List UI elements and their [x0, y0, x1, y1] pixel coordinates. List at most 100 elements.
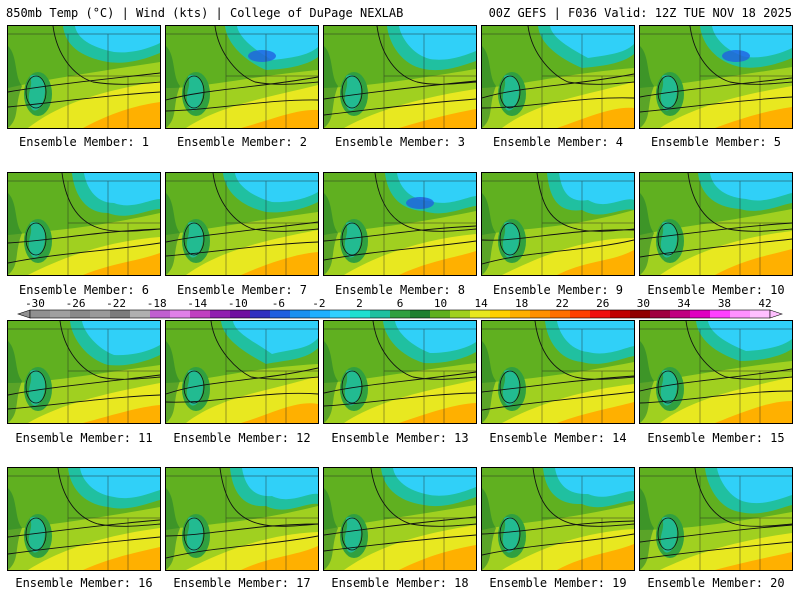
ensemble-member-label: Ensemble Member: 18: [331, 576, 469, 590]
ensemble-member-label: Ensemble Member: 19: [489, 576, 627, 590]
colorbar-swatch: [150, 310, 171, 318]
colorbar-swatch: [630, 310, 651, 318]
ensemble-map-panel: [639, 25, 793, 129]
colorbar-swatch: [190, 310, 211, 318]
colorbar-tick-label: 2: [356, 297, 363, 310]
ensemble-member-label: Ensemble Member: 13: [331, 431, 469, 445]
ensemble-member-label: Ensemble Member: 4: [492, 135, 624, 149]
colorbar-swatch: [130, 310, 151, 318]
map-title: 850mb Temp (°C) | Wind (kts) | College o…: [6, 6, 404, 20]
colorbar-swatch: [230, 310, 251, 318]
ensemble-map-panel: [165, 467, 319, 571]
colorbar-swatch: [350, 310, 371, 318]
ensemble-member-label: Ensemble Member: 8: [334, 283, 466, 297]
colorbar-tick-label: 6: [397, 297, 404, 310]
ensemble-map-panel: [323, 467, 477, 571]
ensemble-member-label: Ensemble Member: 7: [176, 283, 308, 297]
colorbar-tick-label: 26: [596, 297, 609, 310]
colorbar-swatch: [510, 310, 531, 318]
ensemble-map-panel: [481, 172, 635, 276]
ensemble-member-label: Ensemble Member: 9: [492, 283, 624, 297]
colorbar-tick-label: 14: [474, 297, 488, 310]
ensemble-member-label: Ensemble Member: 1: [18, 135, 150, 149]
ensemble-map-panel: [639, 467, 793, 571]
colorbar-tick-label: 42: [758, 297, 771, 310]
colorbar-swatch: [290, 310, 311, 318]
ensemble-map-panel: [7, 172, 161, 276]
colorbar-tick-label: 10: [434, 297, 447, 310]
colorbar-tick-label: 22: [556, 297, 569, 310]
ensemble-member-label: Ensemble Member: 2: [176, 135, 308, 149]
colorbar-tick-label: -30: [25, 297, 45, 310]
colorbar-swatch: [110, 310, 131, 318]
colorbar-swatch: [90, 310, 111, 318]
colorbar-swatch: [30, 310, 51, 318]
colorbar-swatch: [530, 310, 551, 318]
ensemble-map-panel: [639, 172, 793, 276]
colorbar-right-arrow: [769, 309, 783, 319]
ensemble-map-panel: [481, 25, 635, 129]
colorbar-tick-label: -2: [312, 297, 325, 310]
ensemble-map-panel: [7, 320, 161, 424]
ensemble-map-panel: [323, 320, 477, 424]
colorbar-swatch: [250, 310, 271, 318]
colorbar-swatch: [330, 310, 351, 318]
ensemble-map-panel: [481, 467, 635, 571]
ensemble-member-label: Ensemble Member: 3: [334, 135, 466, 149]
ensemble-map-panel: [7, 467, 161, 571]
colorbar-tick-label: -6: [272, 297, 285, 310]
colorbar-tick-label: -14: [187, 297, 207, 310]
colorbar-swatch: [650, 310, 671, 318]
colorbar-swatch: [70, 310, 91, 318]
colorbar-swatch: [410, 310, 431, 318]
colorbar-swatch: [430, 310, 451, 318]
temperature-colorbar: -30 -26 -22 -18 -14 -10 -6 -2 2 6 10 14 18 22 26 30 34 38…: [17, 297, 783, 319]
ensemble-map-panel: [165, 320, 319, 424]
colorbar-swatch: [750, 310, 771, 318]
colorbar-swatch: [690, 310, 711, 318]
colorbar-swatch: [490, 310, 511, 318]
colorbar-swatch: [730, 310, 751, 318]
colorbar-tick-label: -10: [228, 297, 248, 310]
colorbar-left-arrow: [17, 309, 31, 319]
ensemble-member-label: Ensemble Member: 15: [647, 431, 785, 445]
colorbar-tick-label: 30: [637, 297, 650, 310]
colorbar-swatch: [610, 310, 631, 318]
colorbar-swatch: [270, 310, 291, 318]
ensemble-member-label: Ensemble Member: 5: [650, 135, 782, 149]
ensemble-member-label: Ensemble Member: 17: [173, 576, 311, 590]
colorbar-swatch: [50, 310, 71, 318]
ensemble-member-label: Ensemble Member: 20: [647, 576, 785, 590]
colorbar-swatch: [450, 310, 471, 318]
ensemble-member-label: Ensemble Member: 6: [18, 283, 150, 297]
colorbar-tick-label: 38: [718, 297, 731, 310]
ensemble-map-panel: [323, 25, 477, 129]
colorbar-swatch: [210, 310, 231, 318]
ensemble-member-label: Ensemble Member: 12: [173, 431, 311, 445]
colorbar-swatch: [390, 310, 411, 318]
ensemble-map-panel: [481, 320, 635, 424]
colorbar-tick-label: -18: [147, 297, 167, 310]
ensemble-map-panel: [639, 320, 793, 424]
colorbar-swatch: [670, 310, 691, 318]
colorbar-swatch: [590, 310, 611, 318]
ensemble-map-panel: [165, 25, 319, 129]
colorbar-swatch: [470, 310, 491, 318]
ensemble-map-panel: [7, 25, 161, 129]
colorbar-swatch: [170, 310, 191, 318]
colorbar-swatch: [570, 310, 591, 318]
ensemble-member-label: Ensemble Member: 11: [15, 431, 153, 445]
ensemble-member-label: Ensemble Member: 14: [489, 431, 627, 445]
colorbar-swatch: [550, 310, 571, 318]
colorbar-tick-label: 18: [515, 297, 528, 310]
ensemble-map-panel: [323, 172, 477, 276]
ensemble-map-panel: [165, 172, 319, 276]
ensemble-member-label: Ensemble Member: 10: [647, 283, 785, 297]
ensemble-member-label: Ensemble Member: 16: [15, 576, 153, 590]
colorbar-swatch: [710, 310, 731, 318]
model-run-info: 00Z GEFS | F036 Valid: 12Z TUE NOV 18 20…: [488, 6, 792, 20]
colorbar-tick-label: -22: [106, 297, 126, 310]
colorbar-tick-label: -26: [66, 297, 86, 310]
colorbar-swatch: [310, 310, 331, 318]
colorbar-tick-label: 34: [677, 297, 691, 310]
